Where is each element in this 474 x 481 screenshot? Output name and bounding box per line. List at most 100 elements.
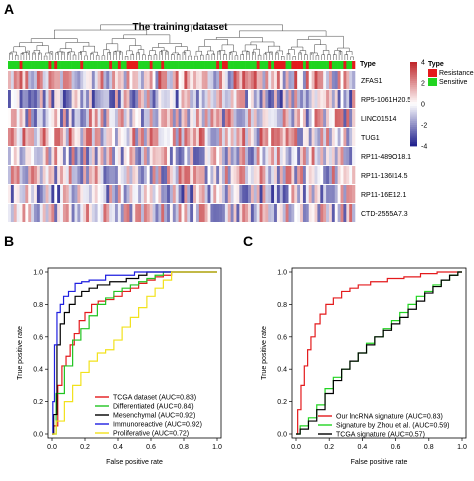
heatmap-cells	[8, 71, 356, 222]
sample-type-cell	[31, 61, 35, 69]
sample-type-cell	[216, 61, 220, 69]
heatmap-cell	[48, 204, 52, 222]
heatmap-cell	[175, 204, 179, 222]
heatmap-cell	[135, 90, 139, 108]
heatmap-cell	[242, 147, 246, 165]
x-tick-label: 0.2	[324, 444, 334, 451]
heatmap-cell	[248, 147, 252, 165]
dendrogram-branch	[161, 49, 168, 55]
color-scale-tick-label: 2	[421, 81, 425, 88]
heatmap-cell	[184, 71, 188, 89]
heatmap-cell	[305, 71, 310, 89]
heatmap-cell	[216, 90, 220, 108]
heatmap-cell	[45, 147, 49, 165]
heatmap-cell	[126, 204, 130, 222]
heatmap-cell	[71, 128, 75, 146]
heatmap-cell	[302, 147, 307, 165]
heatmap-cell	[343, 166, 347, 184]
heatmap-cell	[141, 128, 145, 146]
dendrogram-branch	[65, 42, 90, 49]
heatmap-cell	[302, 128, 307, 146]
heatmap-cell	[132, 185, 136, 203]
heatmap-cell	[250, 204, 255, 222]
sample-type-cell	[88, 61, 93, 69]
legend-label: Mesenchymal (AUC=0.92)	[113, 413, 195, 420]
heatmap-cell	[346, 128, 350, 146]
heatmap-cell	[86, 204, 90, 222]
heatmap-cell	[138, 185, 142, 203]
heatmap-cell	[262, 185, 266, 203]
heatmap-cell	[256, 185, 260, 203]
heatmap-cell	[245, 90, 249, 108]
heatmap-cell	[305, 204, 310, 222]
heatmap-cell	[198, 147, 203, 165]
heatmap-cell	[219, 147, 223, 165]
heatmap-cell	[219, 109, 223, 127]
heatmap-cell	[288, 90, 292, 108]
heatmap-cell	[317, 90, 321, 108]
heatmap-cell	[138, 166, 142, 184]
heatmap-cell	[152, 109, 156, 127]
heatmap-cell	[190, 71, 194, 89]
heatmap-cell	[74, 71, 78, 89]
heatmap-cell	[94, 166, 98, 184]
heatmap-cell	[42, 185, 46, 203]
heatmap-cell	[337, 90, 341, 108]
heatmap-cell	[323, 166, 327, 184]
heatmap-cell	[161, 90, 165, 108]
heatmap-cell	[120, 185, 124, 203]
heatmap-cell	[282, 71, 286, 89]
panel-label-c: C	[243, 233, 253, 249]
heatmap-cell	[230, 147, 234, 165]
heatmap-cell	[207, 185, 211, 203]
heatmap-cell	[317, 128, 321, 146]
heatmap-cell	[8, 90, 12, 108]
type-legend-label: Resistance	[439, 70, 474, 77]
sample-type-cell	[282, 61, 286, 69]
dendrogram-branch	[276, 50, 283, 55]
legend-label: Differentiated (AUC=0.84)	[113, 404, 194, 411]
color-scale-swatch	[410, 95, 417, 99]
heatmap-cell	[181, 147, 185, 165]
heatmap-cell	[158, 204, 162, 222]
sample-type-cell	[152, 61, 156, 69]
heatmap-cell	[213, 166, 217, 184]
heatmap-cell	[219, 204, 223, 222]
sample-type-cell	[80, 61, 84, 69]
heatmap-cell	[164, 109, 168, 127]
heatmap-cell	[172, 71, 177, 89]
color-scale-tick-label: -2	[421, 123, 427, 130]
heatmap-cell	[112, 71, 116, 89]
heatmap-cell	[155, 90, 159, 108]
heatmap-cell	[314, 90, 318, 108]
heatmap-cell	[88, 147, 93, 165]
heatmap-cell	[227, 109, 231, 127]
sample-type-cell	[97, 61, 101, 69]
heatmap-cell	[100, 166, 104, 184]
heatmap-cell	[57, 185, 61, 203]
heatmap-cell	[94, 204, 98, 222]
heatmap-cell	[71, 90, 75, 108]
heatmap-cell	[143, 204, 148, 222]
heatmap-cell	[317, 109, 321, 127]
row-labels: ZFAS1 RP5-1061H20.5 LINC01514 TUG1 RP11-489O…	[361, 78, 411, 218]
heatmap-cell	[25, 109, 29, 127]
heatmap-cell	[112, 90, 116, 108]
dendrogram-branch	[14, 54, 19, 60]
heatmap-cell	[164, 128, 168, 146]
heatmap-cell	[172, 204, 177, 222]
heatmap-cell	[268, 90, 272, 108]
heatmap-cell	[8, 147, 12, 165]
heatmap-cell	[39, 128, 43, 146]
heatmap-cell	[13, 147, 17, 165]
sample-type-cell	[112, 61, 116, 69]
panel-label-a: A	[4, 1, 14, 17]
sample-type-cell	[248, 61, 252, 69]
heatmap-cell	[256, 166, 260, 184]
heatmap-cell	[54, 204, 58, 222]
heatmap-cell	[91, 128, 96, 146]
heatmap-cell	[250, 90, 255, 108]
heatmap-cell	[169, 109, 174, 127]
type-legend-swatch	[428, 78, 437, 86]
heatmap-cell	[302, 166, 307, 184]
